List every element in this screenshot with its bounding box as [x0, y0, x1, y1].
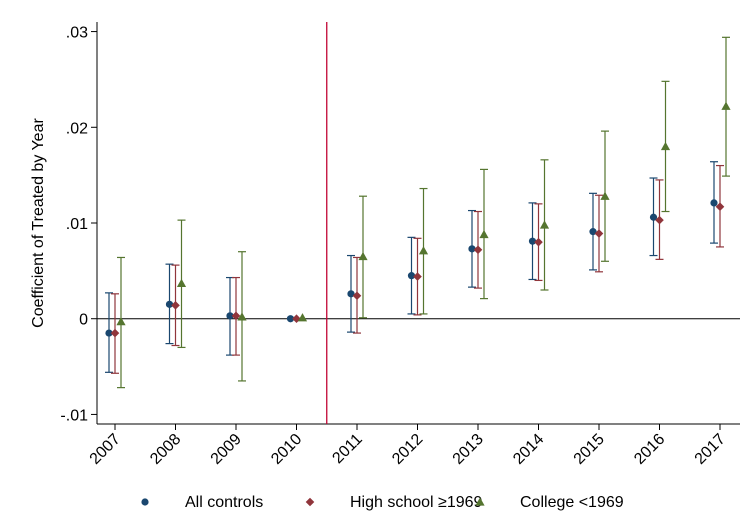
- x-tick-label: 2016: [631, 431, 668, 468]
- legend-label: All controls: [185, 494, 263, 511]
- y-axis-title: Coefficient of Treated by Year: [30, 118, 47, 328]
- y-tick-label: -.01: [60, 407, 88, 424]
- legend-item-2: College <1969: [475, 494, 624, 511]
- x-tick-label: 2012: [389, 431, 426, 468]
- data-point: [105, 329, 113, 337]
- x-tick-label: 2013: [450, 431, 487, 468]
- data-point: [352, 291, 362, 301]
- data-point: [468, 245, 476, 253]
- data-point: [407, 272, 416, 280]
- data-point: [649, 213, 658, 221]
- y-tick-label: .02: [66, 120, 88, 137]
- data-point: [110, 328, 120, 338]
- data-point: [165, 300, 174, 308]
- legend-marker: [475, 497, 485, 506]
- data-point: [231, 311, 241, 321]
- legend: All controls High school ≥1969 College <19…: [141, 494, 624, 511]
- x-tick-label: 2011: [329, 431, 365, 467]
- y-tick-label: .01: [66, 216, 88, 233]
- legend-item-1: High school ≥1969: [305, 494, 483, 511]
- legend-item-0: All controls: [141, 494, 263, 511]
- data-point: [589, 228, 597, 236]
- data-point: [534, 237, 543, 247]
- x-tick-label: 2008: [147, 431, 184, 468]
- data-point: [413, 272, 422, 281]
- data-point: [528, 237, 537, 245]
- data-point: [473, 245, 483, 255]
- chart-marks: [105, 36, 731, 389]
- axes: -.01 0 .01 .02 .03 Coefficient of Treated by …: [30, 22, 740, 468]
- series-1: [110, 164, 725, 374]
- data-point: [226, 312, 234, 320]
- data-point: [539, 220, 550, 229]
- x-tick-label: 2014: [510, 431, 547, 468]
- legend-label: High school ≥1969: [350, 494, 483, 511]
- x-tick-label: 2007: [87, 431, 124, 468]
- series-0: [105, 161, 718, 373]
- x-tick-label: 2015: [571, 431, 608, 468]
- data-point: [297, 313, 308, 322]
- data-point: [237, 312, 247, 321]
- data-point: [171, 301, 180, 310]
- data-point: [594, 229, 604, 238]
- legend-marker: [305, 497, 315, 507]
- data-point: [286, 315, 295, 323]
- y-tick-label: 0: [79, 312, 88, 329]
- legend-marker: [141, 498, 149, 506]
- data-point: [116, 316, 126, 326]
- data-point: [715, 202, 725, 212]
- data-point: [176, 278, 187, 287]
- x-tick-label: 2009: [208, 431, 245, 468]
- data-point: [600, 191, 610, 200]
- data-point: [660, 141, 671, 151]
- x-tick-label: 2010: [268, 431, 305, 468]
- data-point: [418, 246, 429, 255]
- data-point: [655, 215, 664, 225]
- data-point: [347, 290, 355, 298]
- data-point: [721, 101, 731, 110]
- y-tick-label: .03: [66, 25, 88, 42]
- series-2: [116, 36, 731, 389]
- data-point: [710, 199, 718, 207]
- legend-label: College <1969: [520, 494, 624, 511]
- data-point: [479, 229, 489, 239]
- x-tick-label: 2017: [692, 431, 729, 468]
- data-point: [358, 251, 368, 261]
